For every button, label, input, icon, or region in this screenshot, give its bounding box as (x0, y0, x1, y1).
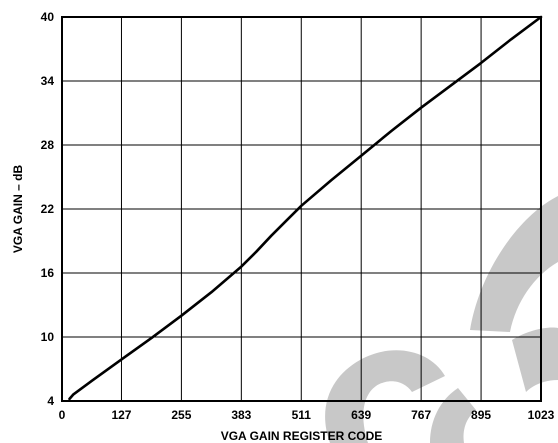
y-tick-label: 34 (41, 74, 55, 88)
x-tick-label: 127 (111, 408, 131, 422)
x-tick-label: 767 (411, 408, 431, 422)
x-tick-label: 1023 (528, 408, 555, 422)
x-tick-label: 255 (171, 408, 191, 422)
y-tick-label: 40 (41, 10, 55, 24)
x-tick-label: 0 (59, 408, 66, 422)
x-tick-label: 895 (471, 408, 491, 422)
y-tick-label: 22 (41, 202, 55, 216)
x-tick-labels: 0 127 255 383 511 639 767 895 1023 (59, 408, 555, 422)
x-tick-label: 383 (231, 408, 251, 422)
watermark-logo (325, 196, 558, 443)
x-tick-label: 639 (351, 408, 371, 422)
x-axis-label: VGA GAIN REGISTER CODE (221, 429, 383, 443)
plot-frame (61, 16, 542, 402)
gain-curve-line (68, 15, 543, 401)
y-tick-label: 16 (41, 266, 55, 280)
y-tick-labels: 4 10 16 22 28 34 40 (41, 10, 55, 408)
y-tick-label: 28 (41, 138, 55, 152)
grid-lines (61, 16, 542, 402)
series-layer (68, 15, 543, 401)
y-tick-label: 4 (47, 394, 54, 408)
y-tick-label: 10 (41, 330, 55, 344)
y-axis-label: VGA GAIN – dB (11, 165, 25, 254)
x-tick-label: 511 (292, 408, 312, 422)
